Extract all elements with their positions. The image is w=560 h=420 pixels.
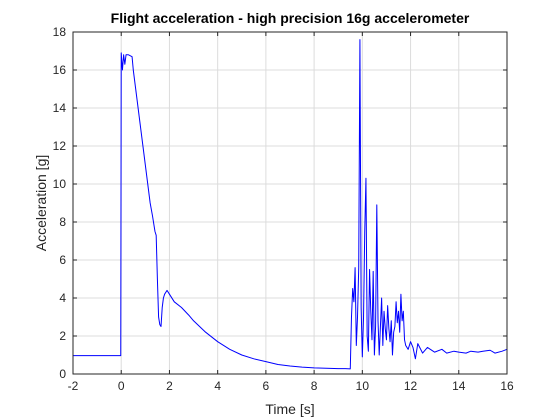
- acceleration-series-line: [73, 39, 508, 370]
- plot-background: [73, 32, 507, 374]
- ticks: [72, 31, 508, 375]
- y-tick-label: 8: [59, 215, 66, 229]
- x-tick-label: 10: [356, 379, 370, 393]
- x-tick-label: -2: [68, 379, 79, 393]
- y-tick-label: 16: [53, 63, 67, 77]
- y-axis-label: Acceleration [g]: [33, 155, 49, 252]
- y-tick-label: 14: [53, 101, 67, 115]
- x-tick-label: 6: [263, 379, 270, 393]
- y-tick-label: 4: [59, 291, 66, 305]
- x-tick-label: 0: [118, 379, 125, 393]
- y-tick-label: 2: [59, 329, 66, 343]
- x-tick-label: 8: [311, 379, 318, 393]
- y-tick-label: 18: [53, 25, 67, 39]
- x-tick-label: 4: [214, 379, 221, 393]
- y-tick-label: 12: [53, 139, 67, 153]
- x-tick-label: 14: [452, 379, 466, 393]
- y-tick-label: 10: [53, 177, 67, 191]
- x-tick-label: 12: [404, 379, 418, 393]
- y-tick-label: 6: [59, 253, 66, 267]
- x-tick-label: 2: [166, 379, 173, 393]
- series-layer: [73, 39, 508, 370]
- x-tick-label: 16: [500, 379, 514, 393]
- x-axis-label: Time [s]: [265, 401, 314, 417]
- chart-title: Flight acceleration - high precision 16g…: [111, 10, 470, 26]
- y-tick-label: 0: [59, 367, 66, 381]
- plot-frame: [72, 31, 508, 375]
